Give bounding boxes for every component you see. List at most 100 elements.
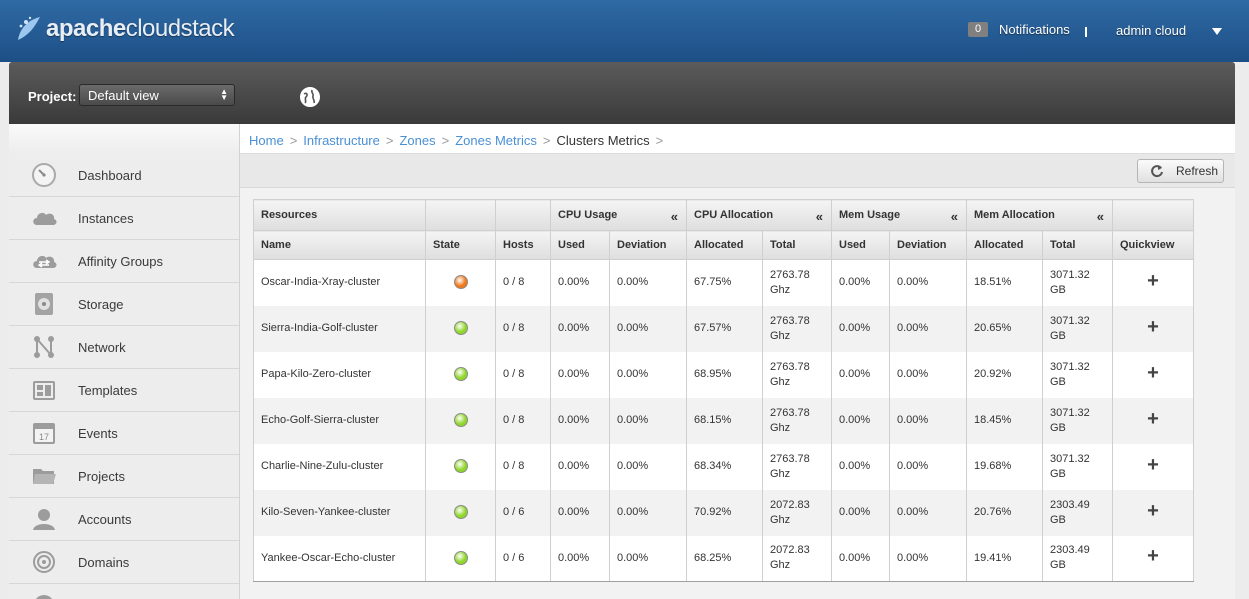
sidebar-item-label: Accounts bbox=[78, 512, 132, 527]
column-header-mem-total[interactable]: Total bbox=[1042, 230, 1113, 260]
total-unit: GB bbox=[1050, 559, 1066, 572]
sidebar-item-affinity-groups[interactable]: Affinity Groups bbox=[9, 240, 239, 283]
quickview-cell[interactable]: + bbox=[1112, 305, 1194, 352]
total-value: 3071.32 bbox=[1050, 406, 1090, 419]
sidebar-item-dashboard[interactable]: Dashboard bbox=[9, 154, 239, 197]
quickview-cell[interactable]: + bbox=[1112, 489, 1194, 536]
clusters-metrics-table: Resources CPU Usage « CPU Allocation « Mem… bbox=[253, 199, 1194, 582]
mem-used-cell: 0.00% bbox=[831, 443, 890, 490]
header-separator bbox=[1085, 27, 1087, 37]
table-row[interactable]: Kilo-Seven-Yankee-cluster 0 / 6 0.00% 0.00%… bbox=[253, 489, 1194, 536]
column-header-hosts[interactable]: Hosts bbox=[495, 230, 551, 260]
collapse-chevron-icon[interactable]: « bbox=[950, 209, 958, 224]
cpu-total-cell: 2072.83 Ghz bbox=[762, 489, 832, 536]
notifications-button[interactable]: 0 Notifications bbox=[968, 22, 1070, 37]
cpu-allocated-cell: 67.75% bbox=[686, 259, 763, 306]
column-header-cpu-used[interactable]: Used bbox=[550, 230, 610, 260]
cluster-name[interactable]: Charlie-Nine-Zulu-cluster bbox=[253, 443, 426, 490]
plus-icon[interactable]: + bbox=[1147, 499, 1159, 522]
column-header-cpu-allocated[interactable]: Allocated bbox=[686, 230, 763, 260]
column-header-mem-used[interactable]: Used bbox=[831, 230, 890, 260]
total-unit: GB bbox=[1050, 421, 1066, 434]
hosts-cell: 0 / 6 bbox=[495, 489, 551, 536]
calendar-day: 17 bbox=[39, 432, 49, 442]
breadcrumb-separator: > bbox=[441, 133, 450, 148]
collapse-chevron-icon[interactable]: « bbox=[815, 209, 823, 224]
project-label: Project: bbox=[28, 89, 77, 104]
sidebar-item-network[interactable]: Network bbox=[9, 326, 239, 369]
column-header-mem-allocated[interactable]: Allocated bbox=[966, 230, 1043, 260]
sidebar-item-events[interactable]: 17 Events bbox=[9, 412, 239, 455]
cpu-deviation-cell: 0.00% bbox=[609, 489, 687, 536]
user-menu-label[interactable]: admin cloud bbox=[1116, 23, 1187, 38]
total-value: 2763.78 bbox=[770, 268, 810, 281]
column-header-cpu-deviation[interactable]: Deviation bbox=[609, 230, 687, 260]
chevron-down-icon[interactable] bbox=[1212, 28, 1222, 35]
breadcrumb-home[interactable]: Home bbox=[249, 133, 284, 148]
mem-allocated-cell: 20.92% bbox=[966, 351, 1043, 398]
sidebar-item-more[interactable] bbox=[9, 584, 239, 599]
plus-icon[interactable]: + bbox=[1147, 453, 1159, 476]
plus-icon[interactable]: + bbox=[1147, 545, 1159, 568]
cluster-name[interactable]: Papa-Kilo-Zero-cluster bbox=[253, 351, 426, 398]
total-unit: Ghz bbox=[770, 421, 791, 434]
total-value: 2303.49 bbox=[1050, 498, 1090, 511]
table-row[interactable]: Sierra-India-Golf-cluster 0 / 8 0.00% 0.00%… bbox=[253, 305, 1194, 352]
column-header-state[interactable]: State bbox=[425, 230, 496, 260]
sidebar-item-projects[interactable]: Projects bbox=[9, 455, 239, 498]
hosts-cell: 0 / 8 bbox=[495, 259, 551, 306]
quickview-cell[interactable]: + bbox=[1112, 443, 1194, 490]
sidebar-item-storage[interactable]: Storage bbox=[9, 283, 239, 326]
cpu-deviation-cell: 0.00% bbox=[609, 259, 687, 306]
collapse-chevron-icon[interactable]: « bbox=[1096, 209, 1104, 224]
table-row[interactable]: Echo-Golf-Sierra-cluster 0 / 8 0.00% 0.00% 6… bbox=[253, 397, 1194, 444]
table-row[interactable]: Papa-Kilo-Zero-cluster 0 / 8 0.00% 0.00% 68.… bbox=[253, 351, 1194, 398]
table-row[interactable]: Charlie-Nine-Zulu-cluster 0 / 8 0.00% 0.00%… bbox=[253, 443, 1194, 490]
cluster-name[interactable]: Sierra-India-Golf-cluster bbox=[253, 305, 426, 352]
cpu-total-cell: 2763.78 Ghz bbox=[762, 351, 832, 398]
sidebar-item-domains[interactable]: Domains bbox=[9, 541, 239, 584]
sidebar-item-accounts[interactable]: Accounts bbox=[9, 498, 239, 541]
plus-icon[interactable]: + bbox=[1147, 315, 1159, 338]
total-unit: Ghz bbox=[770, 375, 791, 388]
refresh-button[interactable]: Refresh bbox=[1137, 159, 1224, 183]
mem-deviation-cell: 0.00% bbox=[889, 397, 967, 444]
sidebar-item-instances[interactable]: Instances bbox=[9, 197, 239, 240]
cpu-allocated-cell: 68.95% bbox=[686, 351, 763, 398]
total-value: 2763.78 bbox=[770, 314, 810, 327]
globe-icon[interactable] bbox=[299, 86, 321, 108]
plus-icon[interactable]: + bbox=[1147, 361, 1159, 384]
select-arrows-icon: ▲ ▼ bbox=[220, 87, 228, 102]
column-header-mem-deviation[interactable]: Deviation bbox=[889, 230, 967, 260]
mem-used-cell: 0.00% bbox=[831, 259, 890, 306]
column-header-name[interactable]: Name bbox=[253, 230, 426, 260]
apache-cloudstack-logo[interactable]: apachecloudstack bbox=[14, 12, 235, 46]
group-header-cpu-usage: CPU Usage « bbox=[550, 199, 687, 231]
user-icon bbox=[33, 509, 55, 530]
cluster-name[interactable]: Kilo-Seven-Yankee-cluster bbox=[253, 489, 426, 536]
project-select[interactable]: Default view ▲ ▼ bbox=[79, 84, 235, 106]
quickview-cell[interactable]: + bbox=[1112, 351, 1194, 398]
plus-icon[interactable]: + bbox=[1147, 269, 1159, 292]
table-row[interactable]: Oscar-India-Xray-cluster 0 / 8 0.00% 0.00% 6… bbox=[253, 259, 1194, 306]
state-indicator bbox=[425, 351, 496, 398]
total-unit: GB bbox=[1050, 283, 1066, 296]
table-row[interactable]: Yankee-Oscar-Echo-cluster 0 / 6 0.00% 0.00%… bbox=[253, 535, 1194, 582]
sidebar-item-templates[interactable]: Templates bbox=[9, 369, 239, 412]
plus-icon[interactable]: + bbox=[1147, 407, 1159, 430]
column-header-cpu-total[interactable]: Total bbox=[762, 230, 832, 260]
collapse-chevron-icon[interactable]: « bbox=[670, 209, 678, 224]
cluster-name[interactable]: Yankee-Oscar-Echo-cluster bbox=[253, 535, 426, 582]
quickview-cell[interactable]: + bbox=[1112, 259, 1194, 306]
cluster-name[interactable]: Echo-Golf-Sierra-cluster bbox=[253, 397, 426, 444]
cluster-name[interactable]: Oscar-India-Xray-cluster bbox=[253, 259, 426, 306]
quickview-cell[interactable]: + bbox=[1112, 397, 1194, 444]
breadcrumb-infrastructure[interactable]: Infrastructure bbox=[303, 133, 380, 148]
breadcrumb-zones-metrics[interactable]: Zones Metrics bbox=[455, 133, 537, 148]
top-header: apachecloudstack 0 Notifications admin c… bbox=[0, 0, 1249, 62]
total-value: 2303.49 bbox=[1050, 544, 1090, 557]
total-value: 3071.32 bbox=[1050, 314, 1090, 327]
breadcrumb-zones[interactable]: Zones bbox=[399, 133, 436, 148]
quickview-cell[interactable]: + bbox=[1112, 535, 1194, 582]
affinity-cloud-icon bbox=[33, 255, 57, 268]
